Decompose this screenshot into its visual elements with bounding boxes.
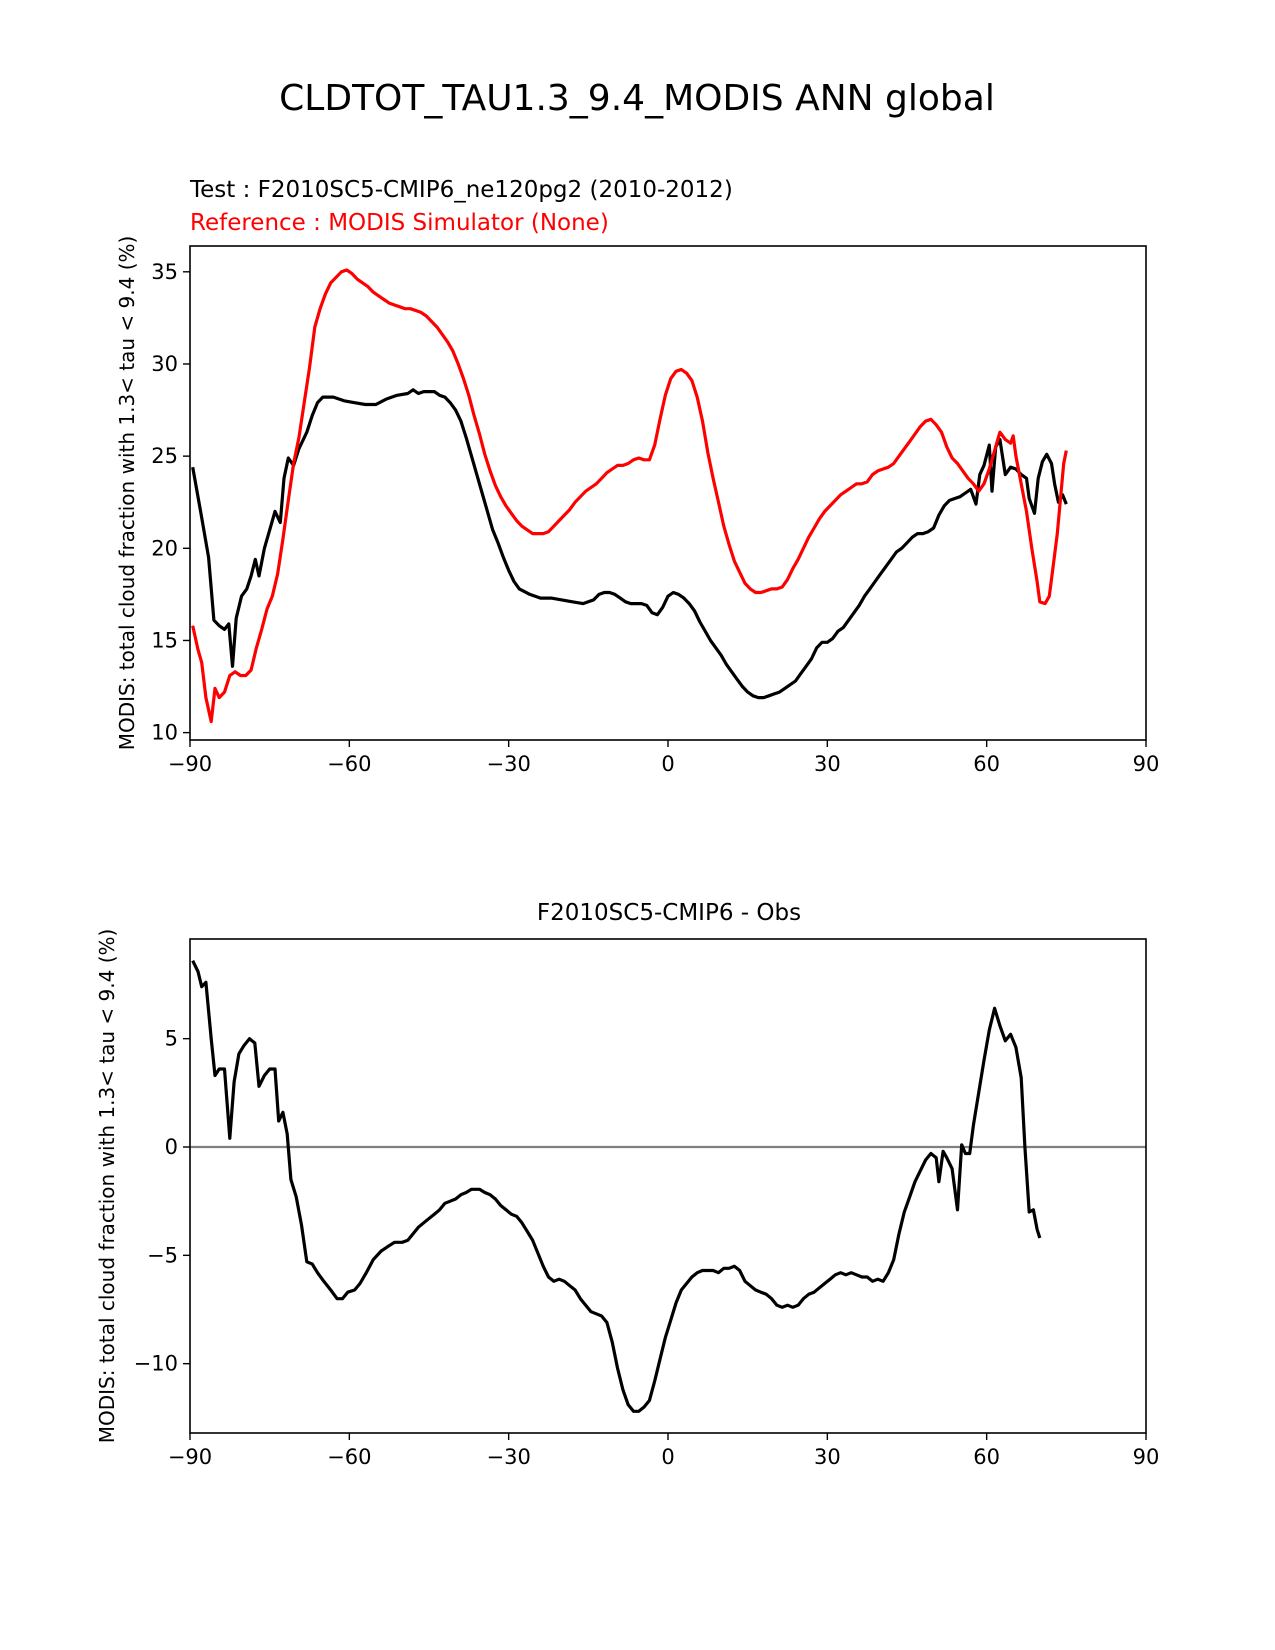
- y-tick-label: 5: [165, 1027, 178, 1051]
- bottom-difference-chart: F2010SC5-CMIP6 - Obs −90 −60 −30 0 30 60 90 −10…: [95, 900, 1159, 1469]
- y-tick-label: 10: [151, 721, 178, 745]
- x-tick-label: −30: [487, 752, 531, 776]
- series-line-difference: [191, 959, 1042, 1413]
- reference-label: Reference : MODIS Simulator (None): [190, 210, 609, 236]
- figure-title: CLDTOT_TAU1.3_9.4_MODIS ANN global: [279, 78, 995, 119]
- series-line-test: [191, 388, 1068, 700]
- y-tick-label: 20: [151, 536, 178, 560]
- y-tick-label: −5: [147, 1243, 178, 1267]
- difference-title: F2010SC5-CMIP6 - Obs: [537, 900, 801, 926]
- y-tick-label: 30: [151, 352, 178, 376]
- x-tick-label: 30: [814, 1445, 841, 1469]
- x-tick-label: −60: [327, 752, 371, 776]
- top-line-chart: Test : F2010SC5-CMIP6_ne120pg2 (2010-201…: [115, 177, 1159, 776]
- x-tick-label: −30: [487, 1445, 531, 1469]
- y-tick-label: 15: [151, 628, 178, 652]
- x-tick-label: 30: [814, 752, 841, 776]
- y-axis-label: MODIS: total cloud fraction with 1.3< ta…: [115, 236, 139, 751]
- test-label: Test : F2010SC5-CMIP6_ne120pg2 (2010-201…: [189, 177, 733, 203]
- y-tick-label: −10: [134, 1352, 178, 1376]
- plot-frame: [189, 938, 1147, 1434]
- y-tick-label: 35: [151, 260, 178, 284]
- x-tick-label: 60: [973, 752, 1000, 776]
- x-tick-label: 0: [661, 752, 674, 776]
- x-tick-label: −90: [168, 752, 212, 776]
- x-tick-label: −60: [327, 1445, 371, 1469]
- x-tick-label: 0: [661, 1445, 674, 1469]
- series-line-reference: [191, 268, 1068, 724]
- x-tick-label: −90: [168, 1445, 212, 1469]
- x-tick-label: 60: [973, 1445, 1000, 1469]
- x-tick-label: 90: [1133, 1445, 1160, 1469]
- plot-frame: [189, 245, 1147, 741]
- y-tick-label: 0: [165, 1135, 178, 1159]
- y-axis-label: MODIS: total cloud fraction with 1.3< ta…: [95, 929, 119, 1444]
- y-tick-label: 25: [151, 444, 178, 468]
- x-tick-label: 90: [1133, 752, 1160, 776]
